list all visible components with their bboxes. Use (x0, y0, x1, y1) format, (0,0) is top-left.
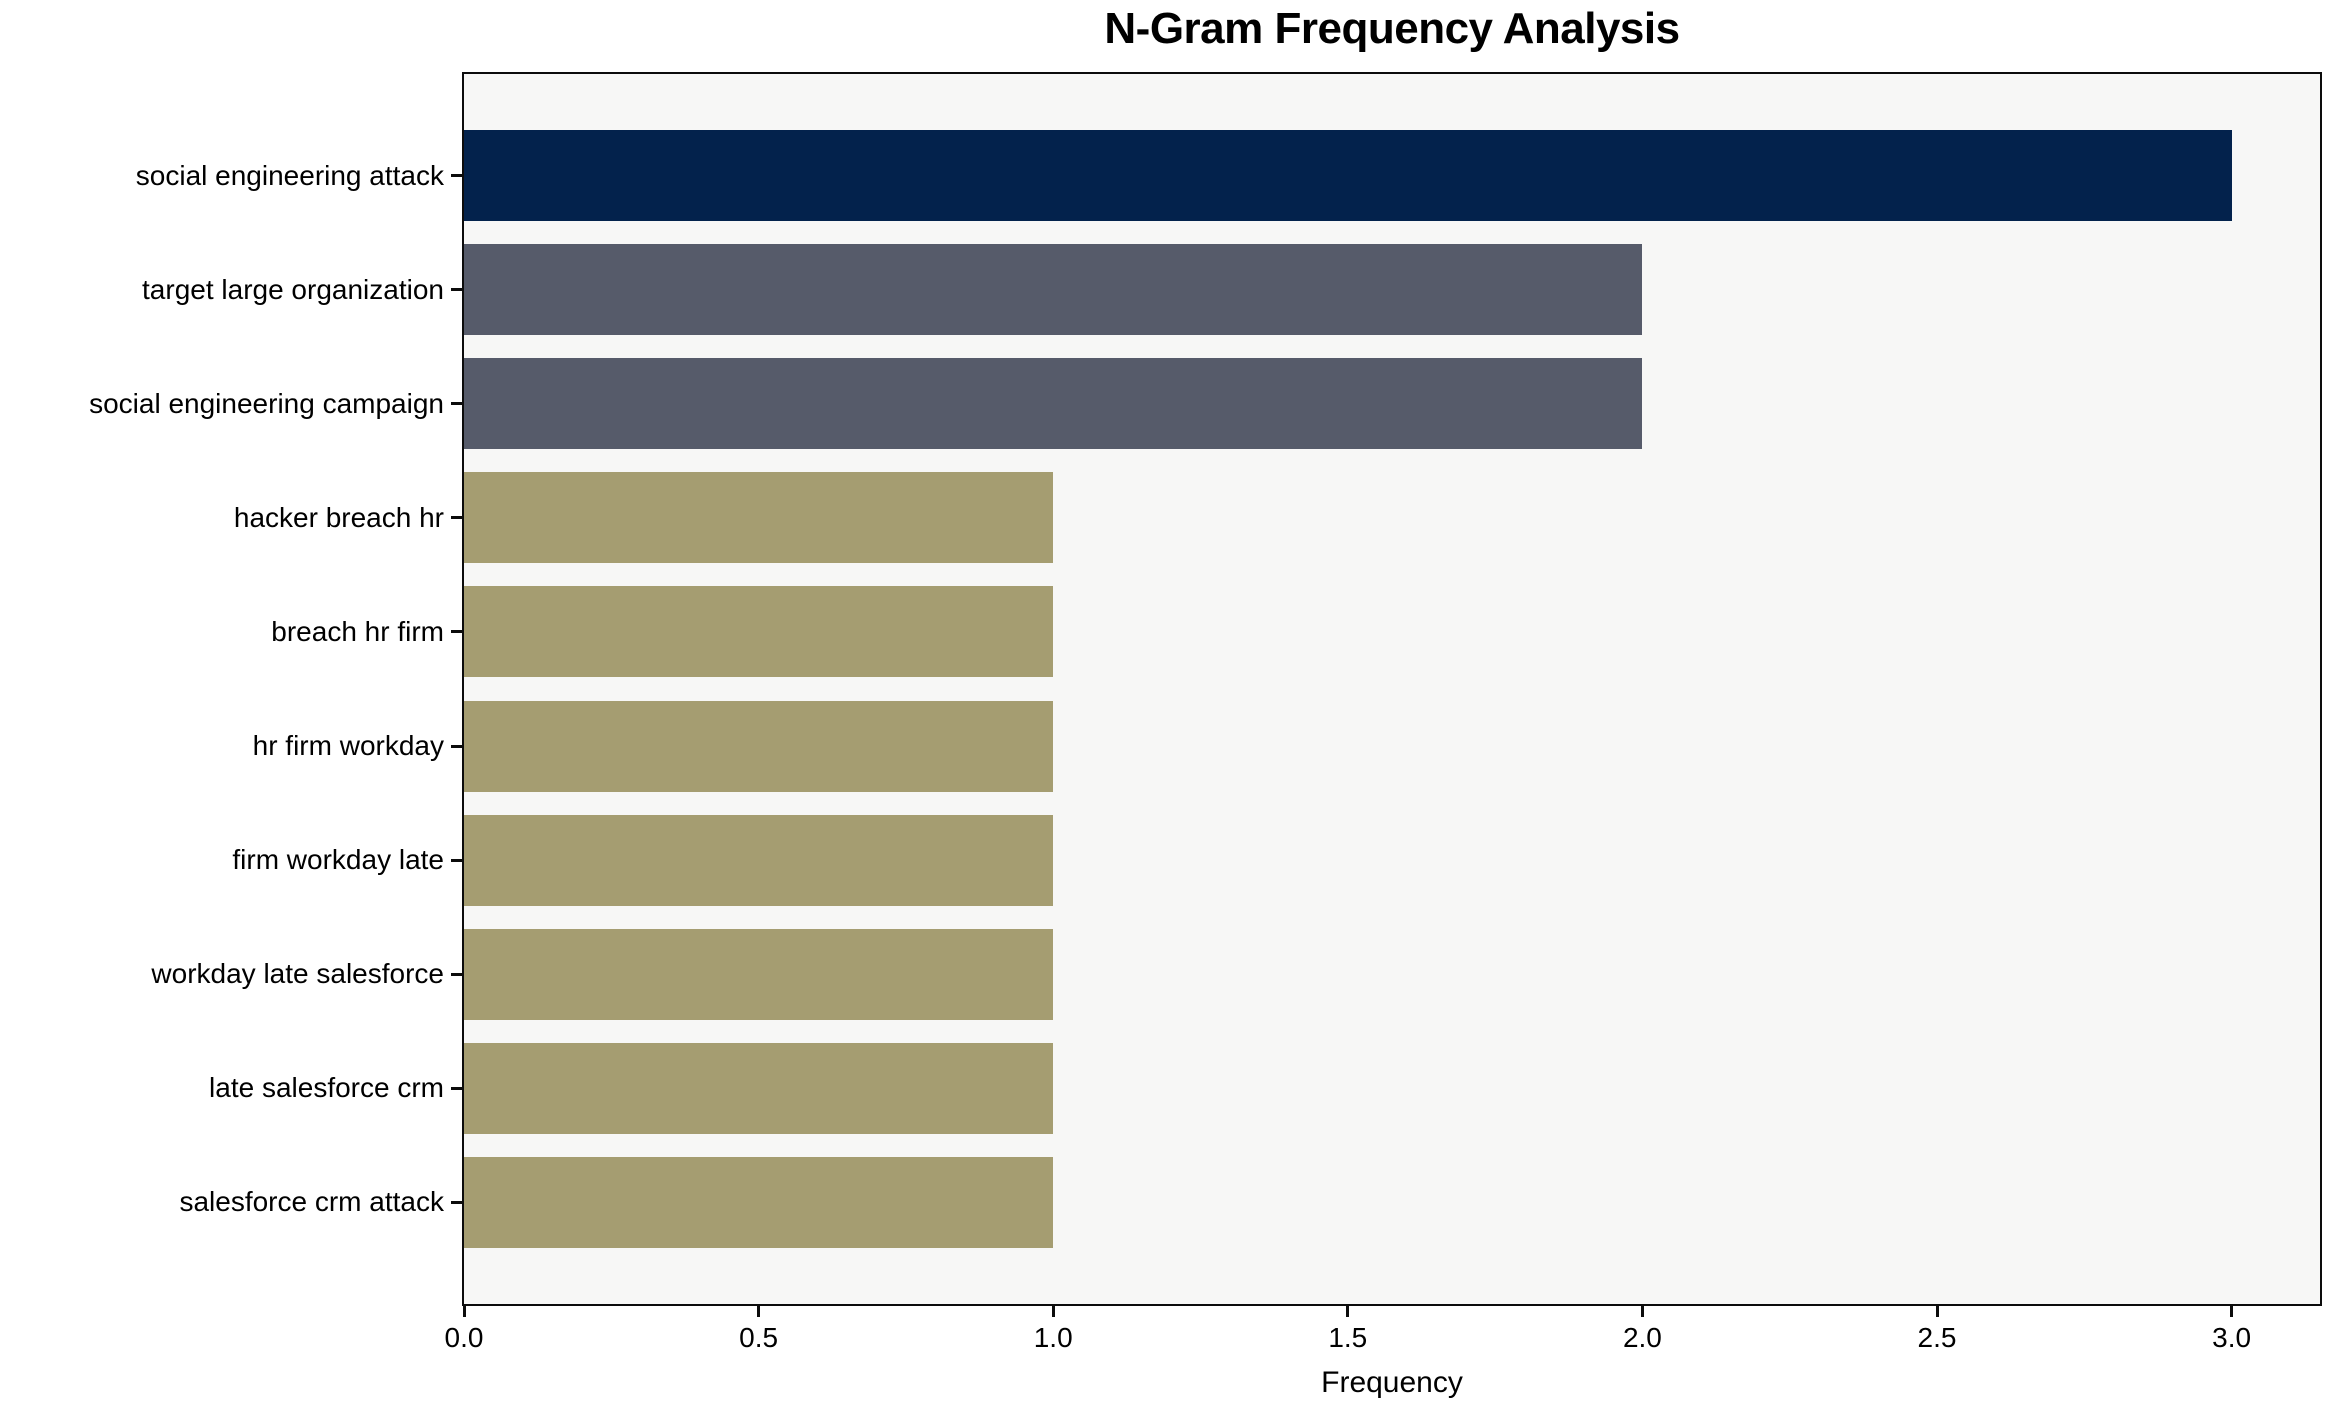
bar (464, 928, 1054, 1020)
bar (464, 244, 1643, 336)
y-tick-mark (451, 858, 462, 862)
bar (464, 700, 1054, 792)
x-tick-label: 3.0 (2212, 1322, 2252, 1353)
x-tick-mark (2230, 1306, 2234, 1317)
x-tick-label: 1.5 (1328, 1322, 1368, 1353)
bar (464, 1156, 1054, 1248)
y-tick-mark (451, 516, 462, 520)
x-tick-mark (1346, 1306, 1350, 1317)
y-tick-mark (451, 1086, 462, 1090)
x-tick-mark (1640, 1306, 1644, 1317)
x-tick-label: 2.5 (1917, 1322, 1957, 1353)
y-tick-mark (451, 744, 462, 748)
y-tick-mark (451, 630, 462, 634)
y-tick-label: hacker breach hr (233, 501, 444, 533)
x-tick-mark (462, 1306, 466, 1317)
y-tick-mark (451, 972, 462, 976)
x-tick-mark (757, 1306, 761, 1317)
y-tick-label: workday late salesforce (151, 958, 444, 990)
y-tick-label: firm workday late (232, 844, 444, 876)
y-tick-label: late salesforce crm (209, 1072, 444, 1104)
x-tick-label: 0.5 (739, 1322, 779, 1353)
x-tick-mark (1051, 1306, 1055, 1317)
x-tick-mark (1935, 1306, 1939, 1317)
y-tick-label: target large organization (142, 273, 444, 305)
plot-area (462, 72, 2322, 1306)
y-tick-label: hr firm workday (252, 730, 444, 762)
bar (464, 472, 1054, 564)
y-tick-mark (451, 288, 462, 292)
x-axis-title: Frequency (1321, 1366, 1463, 1399)
bar (464, 1042, 1054, 1134)
y-tick-label: salesforce crm attack (179, 1186, 444, 1218)
chart-title: N-Gram Frequency Analysis (1104, 4, 1680, 53)
y-tick-mark (451, 174, 462, 178)
bar (464, 130, 2232, 222)
x-tick-label: 0.0 (444, 1322, 484, 1353)
y-tick-label: social engineering attack (135, 159, 444, 191)
y-tick-label: breach hr firm (271, 615, 444, 647)
bar (464, 358, 1643, 450)
x-tick-label: 1.0 (1033, 1322, 1073, 1353)
y-tick-mark (451, 1200, 462, 1204)
y-tick-mark (451, 402, 462, 406)
y-tick-label: social engineering campaign (89, 387, 444, 419)
bar (464, 814, 1054, 906)
x-tick-label: 2.0 (1622, 1322, 1662, 1353)
bar (464, 586, 1054, 678)
